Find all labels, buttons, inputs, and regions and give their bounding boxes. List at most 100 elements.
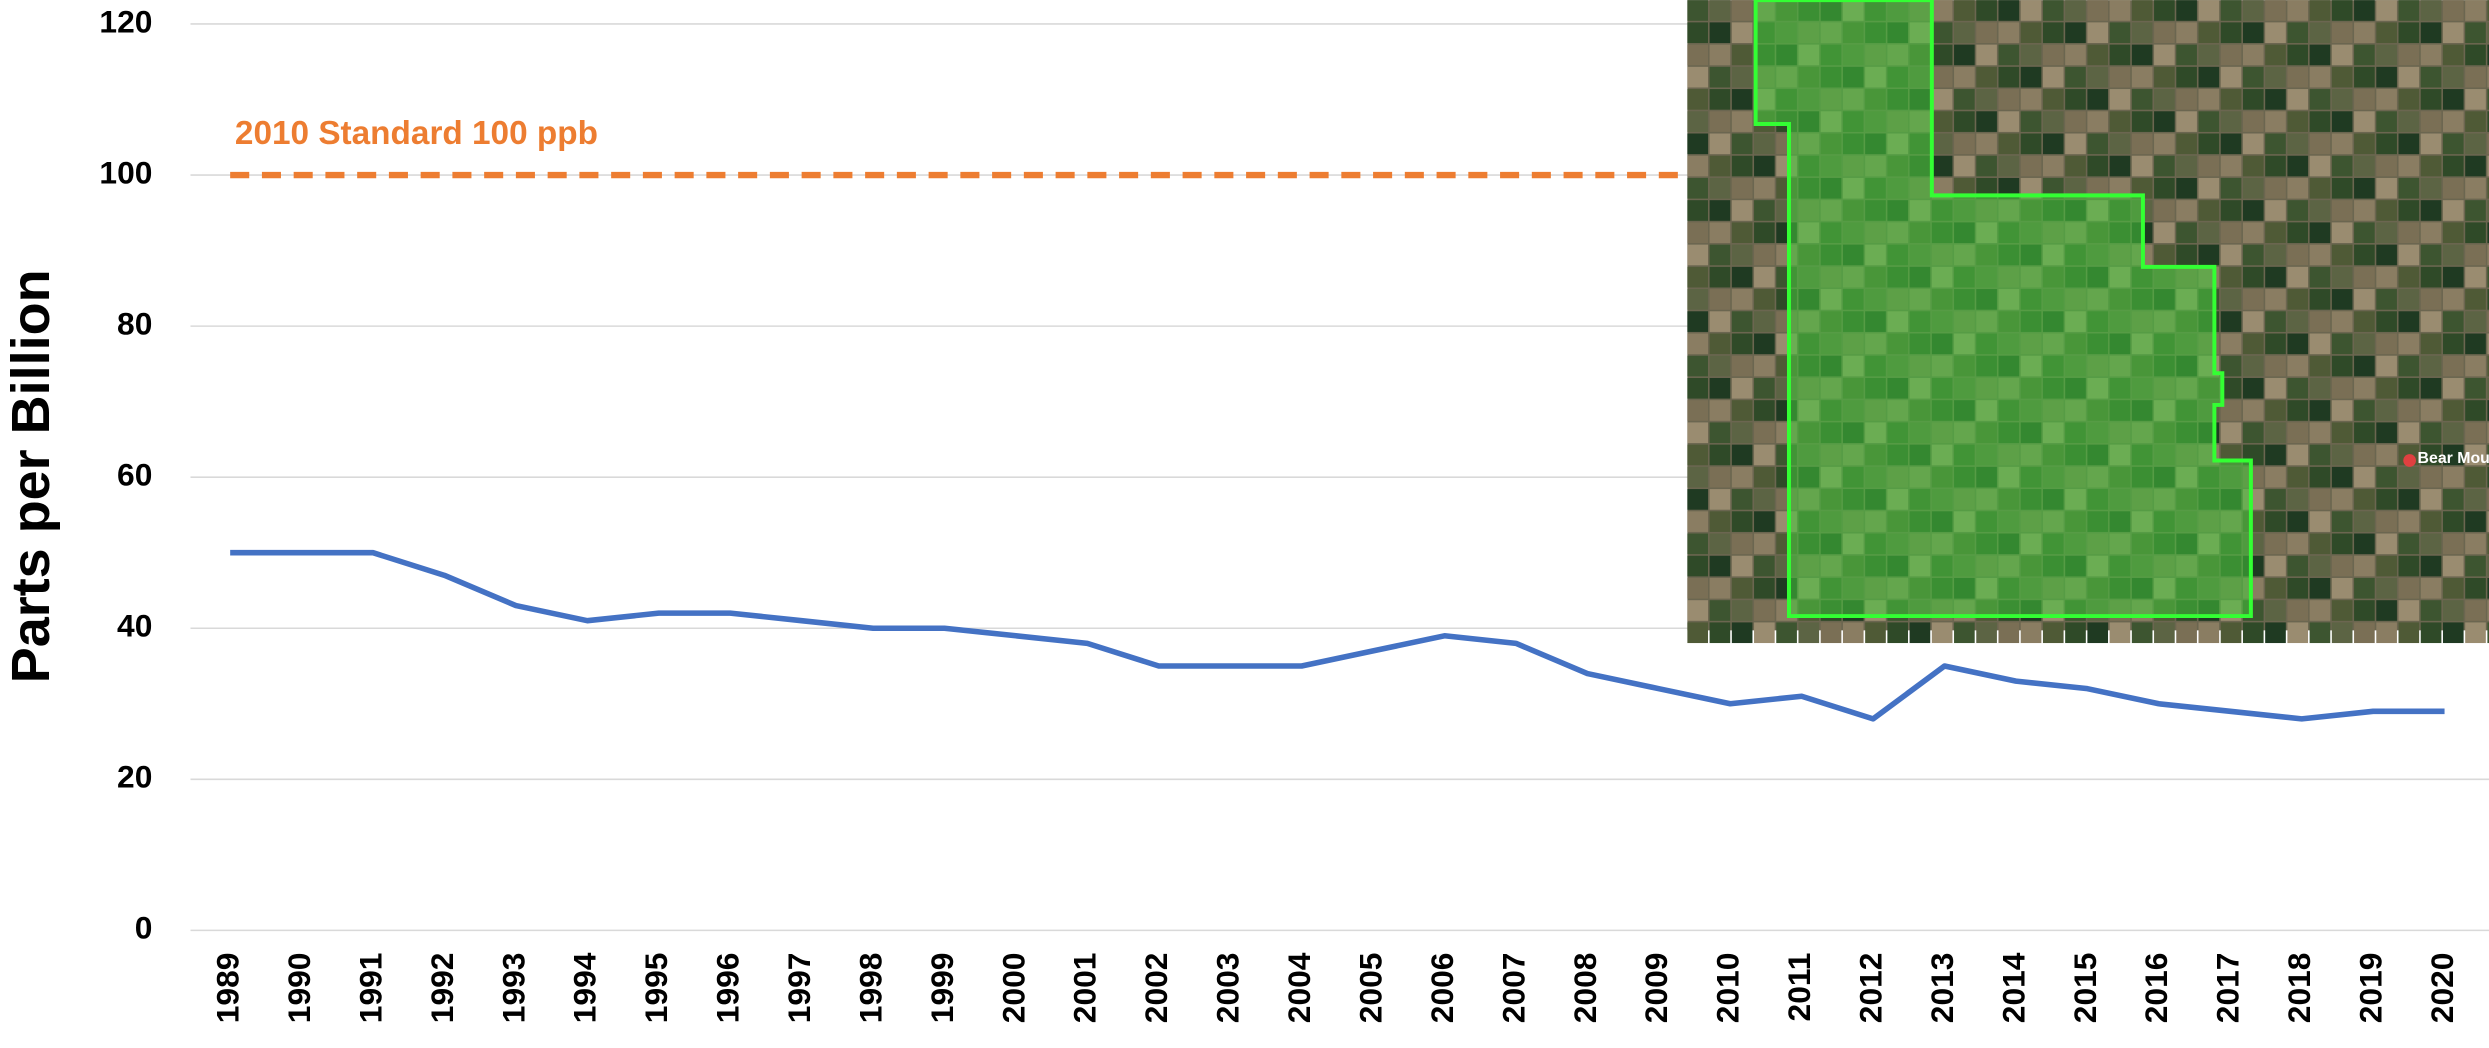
map-tile: [2087, 0, 2108, 21]
map-tile: [2287, 534, 2308, 555]
map-tile: [2376, 89, 2397, 110]
map-tile: [2154, 622, 2175, 643]
map-tile: [2310, 489, 2331, 510]
map-tile: [1976, 89, 1997, 110]
map-tile: [2399, 400, 2420, 421]
map-tile: [1710, 334, 1731, 355]
map-tile: [2443, 111, 2464, 132]
map-tile: [2399, 134, 2420, 155]
map-tile: [2287, 0, 2308, 21]
map-tile: [1732, 445, 1753, 466]
map-tile: [2287, 67, 2308, 88]
map-tile: [2243, 311, 2264, 332]
map-tile: [2221, 134, 2242, 155]
map-tile: [2176, 156, 2197, 177]
map-tile: [2354, 467, 2375, 488]
map-tile: [2465, 267, 2486, 288]
map-tile: [1732, 400, 1753, 421]
map-tile: [2199, 22, 2220, 43]
y-tick-label: 60: [117, 457, 152, 493]
map-tile: [2221, 289, 2242, 310]
map-tile: [2087, 622, 2108, 643]
map-tile: [1687, 267, 1708, 288]
map-tile: [2465, 0, 2486, 21]
map-tile: [2310, 622, 2331, 643]
map-tile: [2443, 156, 2464, 177]
map-tile: [2154, 0, 2175, 21]
map-tile: [2043, 67, 2064, 88]
map-tile: [2265, 45, 2286, 66]
map-tile: [2332, 156, 2353, 177]
map-tile: [2465, 45, 2486, 66]
map-tile: [2176, 111, 2197, 132]
map-tile: [1976, 134, 1997, 155]
map-tile: [2310, 289, 2331, 310]
map-tile: [2199, 222, 2220, 243]
map-tile: [2332, 556, 2353, 577]
map-tile: [2287, 400, 2308, 421]
x-tick-label: 2001: [1067, 953, 1103, 1024]
map-tile: [2399, 378, 2420, 399]
map-tile: [2199, 134, 2220, 155]
map-tile: [2332, 578, 2353, 599]
map-tile: [2354, 534, 2375, 555]
map-tile: [2465, 289, 2486, 310]
map-tile: [2310, 267, 2331, 288]
map-tile: [2443, 178, 2464, 199]
map-tile: [2287, 489, 2308, 510]
map-tile: [2332, 356, 2353, 377]
x-tick-label: 1991: [352, 953, 388, 1024]
map-tile: [2465, 334, 2486, 355]
x-tick-label: 1990: [281, 953, 317, 1024]
map-place-label: Bear Mou: [2418, 450, 2489, 467]
map-tile: [2154, 67, 2175, 88]
map-tile: [2287, 267, 2308, 288]
map-tile: [2399, 534, 2420, 555]
map-tile: [2465, 134, 2486, 155]
map-tile: [2065, 67, 2086, 88]
map-tile: [2421, 111, 2442, 132]
map-tile: [2199, 67, 2220, 88]
map-tile: [2376, 67, 2397, 88]
map-tile: [1687, 378, 1708, 399]
map-tile: [2287, 111, 2308, 132]
map-tile: [1710, 0, 1731, 21]
map-tile: [2043, 111, 2064, 132]
map-tile: [1754, 467, 1775, 488]
map-tile: [1687, 400, 1708, 421]
map-tile: [2021, 67, 2042, 88]
map-tile: [2132, 89, 2153, 110]
map-tile: [2265, 289, 2286, 310]
map-tile: [2443, 22, 2464, 43]
map-tile: [2354, 400, 2375, 421]
map-tile: [2310, 534, 2331, 555]
map-tile: [2154, 89, 2175, 110]
map-tile: [2465, 578, 2486, 599]
map-tile: [2332, 200, 2353, 221]
map-tile: [1732, 578, 1753, 599]
map-tile: [2310, 334, 2331, 355]
map-tile: [1710, 378, 1731, 399]
map-tile: [2176, 67, 2197, 88]
map-tile: [1954, 156, 1975, 177]
map-tile: [2243, 356, 2264, 377]
map-tile: [2265, 511, 2286, 532]
map-tile: [1932, 0, 1953, 21]
map-tile: [1932, 67, 1953, 88]
map-tile: [2287, 600, 2308, 621]
map-tile: [1687, 622, 1708, 643]
map-tile: [1754, 422, 1775, 443]
map-tile: [2399, 467, 2420, 488]
map-tile: [2332, 489, 2353, 510]
map-tile: [2376, 378, 2397, 399]
map-tile: [2265, 422, 2286, 443]
map-tile: [2221, 178, 2242, 199]
map-tile: [2243, 289, 2264, 310]
map-tile: [2399, 45, 2420, 66]
map-tile: [1976, 111, 1997, 132]
map-tile: [2465, 245, 2486, 266]
map-tile: [2310, 22, 2331, 43]
map-tile: [1710, 111, 1731, 132]
x-tick-label: 2016: [2138, 953, 2174, 1024]
map-tile: [1754, 556, 1775, 577]
